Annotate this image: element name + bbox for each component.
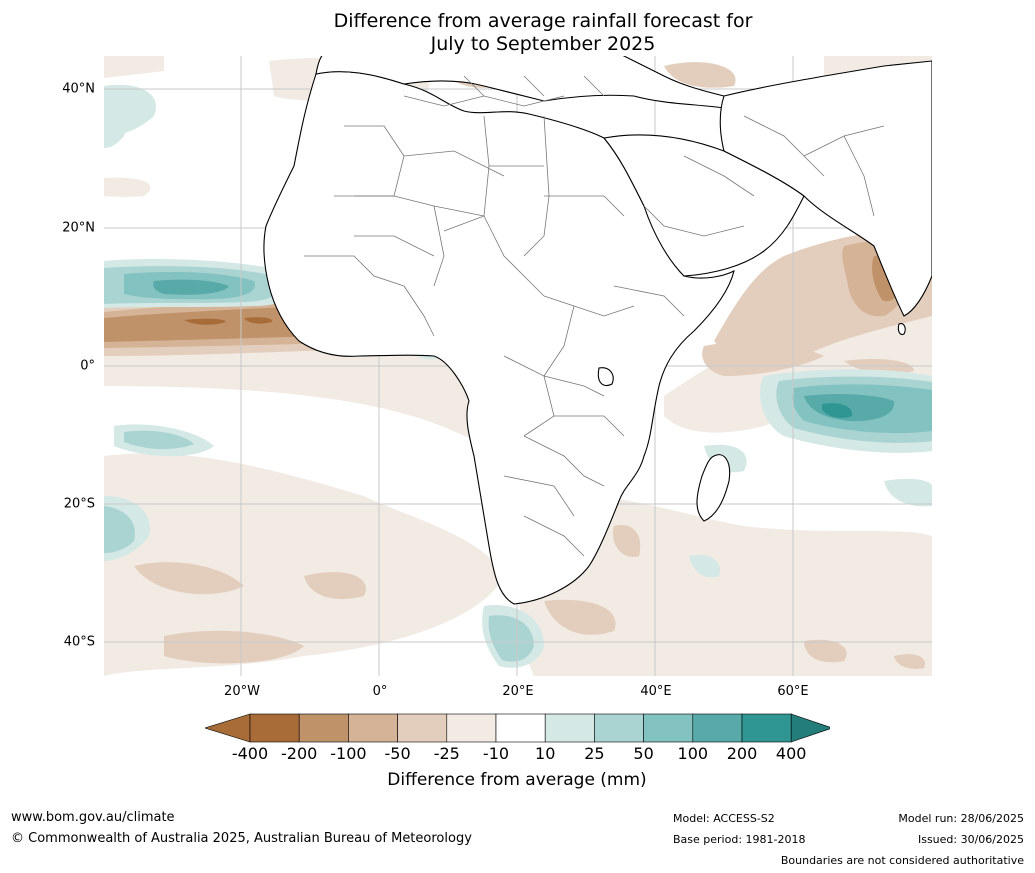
footer-issued: Issued: 30/06/2025 bbox=[917, 833, 1024, 846]
anomaly-dry-50 bbox=[544, 599, 616, 635]
colorbar-label: Difference from average (mm) bbox=[387, 770, 647, 790]
anomaly-wet-100 bbox=[153, 279, 229, 295]
colorbar-tick-label: 400 bbox=[775, 744, 807, 763]
colorbar-tick-label: 50 bbox=[633, 744, 654, 763]
europe-coastline bbox=[315, 56, 785, 114]
anomaly-dry-50 bbox=[134, 562, 244, 595]
lake-victoria bbox=[597, 367, 614, 386]
anomaly-dry-50 bbox=[702, 341, 824, 376]
anomaly-dry-50 bbox=[304, 572, 366, 600]
rainfall-map bbox=[104, 56, 932, 676]
colorbar-cell bbox=[544, 713, 595, 743]
lat-label-40s: 40°S bbox=[63, 634, 95, 650]
colorbar-tick-label: -50 bbox=[384, 744, 411, 763]
anomaly-wet-10 bbox=[104, 111, 126, 148]
colorbar-tick-label: 100 bbox=[677, 744, 709, 763]
anomaly-wet-10 bbox=[689, 554, 720, 578]
lon-label-60e: 60°E bbox=[777, 684, 809, 699]
country-borders bbox=[304, 75, 885, 557]
asia-coastline bbox=[719, 60, 932, 317]
colorbar-tick-label: 10 bbox=[535, 744, 556, 763]
colorbar-cell bbox=[741, 713, 792, 743]
map-title: Difference from average rainfall forecas… bbox=[0, 10, 1035, 56]
lat-label-0: 0° bbox=[80, 358, 95, 374]
map-svg bbox=[104, 56, 932, 676]
anomaly-dry-50 bbox=[894, 654, 925, 669]
footer-base-period: Base period: 1981-2018 bbox=[673, 833, 806, 846]
lat-label-20s: 20°S bbox=[63, 496, 95, 512]
anomaly-wet-10 bbox=[884, 478, 932, 507]
colorbar-tick-label: -400 bbox=[231, 744, 269, 763]
anomaly-dry-25 bbox=[104, 177, 151, 197]
anomaly-dry-25 bbox=[104, 56, 164, 78]
footer-copyright: © Commonwealth of Australia 2025, Austra… bbox=[11, 831, 472, 846]
colorbar-cell bbox=[397, 713, 448, 743]
anomaly-dry-25 bbox=[104, 453, 504, 676]
colorbar-cell bbox=[594, 713, 644, 743]
anomaly-dry-50 bbox=[613, 525, 641, 557]
colorbar-cell bbox=[692, 713, 743, 743]
colorbar-cell bbox=[348, 713, 398, 743]
lat-label-40n: 40°N bbox=[62, 81, 95, 97]
colorbar-tick-label: -200 bbox=[281, 744, 318, 763]
colorbar-tick-label: -10 bbox=[482, 744, 510, 763]
anomaly-wet-25 bbox=[124, 430, 194, 450]
colorbar bbox=[205, 713, 830, 743]
lat-label-20n: 20°N bbox=[62, 220, 95, 236]
anomaly-wet-25 bbox=[488, 615, 534, 662]
footer-website: www.bom.gov.au/climate bbox=[11, 810, 175, 825]
lon-label-20e: 20°E bbox=[502, 684, 534, 699]
colorbar-extend-low bbox=[205, 713, 251, 743]
anomaly-wet-200 bbox=[822, 403, 853, 418]
anomaly-wet-25 bbox=[104, 506, 135, 553]
sri-lanka-coastline bbox=[897, 323, 906, 335]
anomaly-dry-50 bbox=[804, 639, 847, 663]
footer-model: Model: ACCESS-S2 bbox=[673, 812, 775, 825]
colorbar-cell bbox=[446, 713, 497, 743]
anomaly-wet-100 bbox=[804, 393, 895, 422]
anomaly-dry-50 bbox=[164, 630, 304, 664]
colorbar-tick-label: 25 bbox=[584, 744, 605, 763]
lon-label-40e: 40°E bbox=[640, 684, 672, 699]
colorbar-tick-label: -25 bbox=[433, 744, 460, 763]
africa-coastline bbox=[263, 71, 735, 605]
title-line-1: Difference from average rainfall forecas… bbox=[333, 10, 753, 32]
anomaly-dry-50 bbox=[844, 359, 914, 374]
footer-model-run: Model run: 28/06/2025 bbox=[898, 812, 1024, 825]
colorbar-cell bbox=[495, 713, 546, 743]
colorbar-cell bbox=[298, 713, 349, 743]
madagascar-coastline bbox=[696, 454, 731, 522]
colorbar-tick-label: -100 bbox=[330, 744, 367, 763]
lon-label-20w: 20°W bbox=[224, 684, 260, 699]
title-line-2: July to September 2025 bbox=[430, 33, 656, 55]
footer-disclaimer: Boundaries are not considered authoritat… bbox=[780, 854, 1024, 867]
anomaly-dry-400 bbox=[184, 317, 273, 325]
anomaly-dry-50 bbox=[664, 62, 736, 88]
land-masses bbox=[263, 56, 932, 605]
colorbar-tick-label: 200 bbox=[726, 744, 758, 763]
colorbar-cell bbox=[643, 713, 694, 743]
colorbar-cell bbox=[249, 713, 300, 743]
colorbar-extend-high bbox=[790, 713, 830, 743]
lon-label-0: 0° bbox=[372, 684, 388, 699]
